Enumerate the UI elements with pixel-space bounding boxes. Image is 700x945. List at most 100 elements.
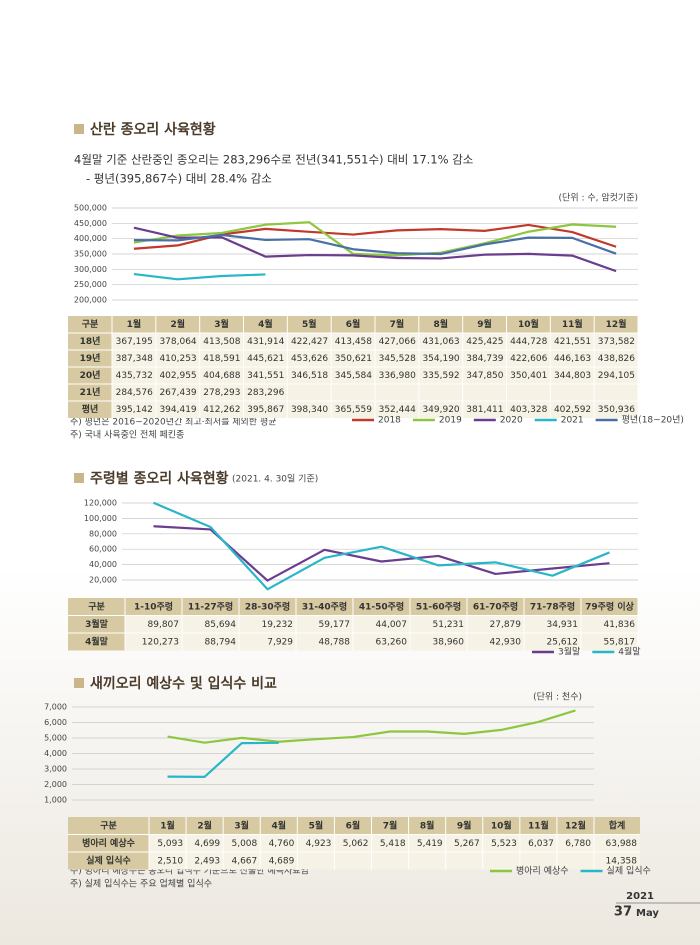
x-tick-label: 11월	[528, 819, 549, 831]
table-cell: 398,340	[291, 405, 328, 415]
y-tick-label: 5,000	[44, 734, 67, 743]
table-cell: 38,960	[433, 637, 465, 647]
table-cell: 4,699	[194, 839, 220, 849]
table-cell: 55,817	[604, 637, 636, 647]
y-tick-label: 2,000	[44, 780, 67, 789]
table-cell: 418,591	[203, 354, 240, 364]
x-tick-label: 12월	[565, 819, 586, 831]
x-tick-label: 8월	[433, 318, 448, 330]
table-cell: 427,066	[379, 337, 416, 347]
table-cell: 435,732	[116, 371, 153, 381]
legend-label: 4월말	[618, 646, 640, 658]
table-cell: 63,260	[376, 637, 408, 647]
x-tick-label: 1월	[127, 318, 142, 330]
table-cell: 34,931	[547, 620, 579, 630]
table-cell: 341,551	[247, 371, 284, 381]
table-cell: 422,606	[510, 354, 547, 364]
table-cell: 394,419	[159, 405, 196, 415]
note: 주) 실제 입식수는 주요 업체별 입식수	[70, 878, 212, 890]
heading-icon	[74, 473, 84, 483]
table-cell: 350,621	[335, 354, 372, 364]
x-tick-label: 2월	[170, 318, 185, 330]
table-cell: 431,914	[247, 337, 284, 347]
table-cell: 453,626	[291, 354, 328, 364]
table-cell: 59,177	[319, 620, 351, 630]
table-header-row	[68, 316, 638, 333]
table-cell: 48,788	[319, 637, 351, 647]
table-cell: 395,142	[116, 405, 153, 415]
series-line	[133, 221, 617, 257]
x-tick-label: 11-27주령	[188, 600, 233, 612]
x-tick-label: 2월	[197, 819, 212, 831]
x-tick-label: 71-78주령	[530, 600, 575, 612]
table-cell: 41,836	[604, 620, 636, 630]
row-label: 실제 입식수	[86, 854, 131, 866]
table-cell: 2,510	[157, 856, 183, 866]
x-tick-label: 6월	[346, 819, 361, 831]
table-cell: 387,348	[116, 354, 153, 364]
legend-label: 2018	[378, 416, 401, 426]
page-number: 37	[614, 905, 632, 920]
row-label: 병아리 예상수	[82, 837, 135, 849]
table-cell: 410,253	[159, 354, 196, 364]
table-cell: 378,064	[159, 337, 196, 347]
table-label-column	[68, 598, 125, 651]
row-label: 3월말	[85, 618, 109, 630]
y-tick-label: 300,000	[74, 265, 107, 274]
heading-icon	[74, 678, 84, 688]
bullet: - 평년(395,867수) 대비 28.4% 감소	[86, 172, 272, 186]
table-cell: 120,273	[142, 637, 179, 647]
table-cell: 445,621	[247, 354, 284, 364]
row-label: 18년	[80, 335, 101, 347]
x-tick-label: 1-10주령	[134, 600, 173, 612]
table-header: 구분	[82, 319, 99, 330]
bullet: 4월말 기준 산란중인 종오리는 283,296수로 전년(341,551수) …	[74, 153, 473, 167]
row-label: 19년	[80, 352, 101, 364]
table-cell: 444,728	[510, 337, 547, 347]
x-tick-label: 41-50주령	[359, 600, 404, 612]
table-cell: 350,936	[598, 405, 635, 415]
table-cell: 6,037	[528, 839, 554, 849]
legend-label: 2020	[500, 416, 523, 426]
x-tick-label: 9월	[477, 318, 492, 330]
table-cell: 25,612	[547, 637, 579, 647]
table-cell: 85,694	[205, 620, 237, 630]
row-label: 4월말	[85, 635, 109, 647]
date: (2021. 4. 30일 기준)	[232, 474, 318, 485]
table-cell: 344,803	[554, 371, 591, 381]
x-tick-label: 10월	[491, 819, 512, 831]
note: 주) 평년은 2016~2020년간 최고·최저를 제외한 평균	[70, 416, 277, 428]
series-line	[133, 233, 617, 256]
table-cell: 381,411	[466, 405, 503, 415]
unit: (단위 : 수, 암컷기준)	[559, 192, 638, 204]
table-header: 구분	[100, 820, 117, 831]
heading-icon	[74, 124, 84, 134]
unit: (단위 : 천수)	[533, 692, 582, 703]
x-tick-label: 1월	[160, 819, 175, 831]
x-tick-label: 79주령 이상	[585, 600, 634, 612]
x-tick-label: 4월	[258, 318, 273, 330]
table-header: 합계	[609, 819, 626, 831]
row-label: 평년	[82, 403, 99, 415]
table-cell: 345,528	[379, 354, 416, 364]
heading: 주령별 종오리 사육현황	[90, 470, 229, 487]
table-cell: 2,493	[194, 856, 220, 866]
table-cell: 438,826	[598, 354, 635, 364]
table-cell: 42,930	[490, 637, 522, 647]
table-cell: 19,232	[262, 620, 294, 630]
y-tick-label: 350,000	[74, 250, 107, 259]
table-cell: 365,559	[335, 405, 372, 415]
table-cell: 267,439	[159, 388, 196, 398]
x-tick-label: 51-60주령	[416, 600, 461, 612]
y-tick-label: 100,000	[84, 514, 117, 523]
y-tick-label: 200,000	[74, 296, 107, 305]
table-cell: 425,425	[466, 337, 503, 347]
table-cell: 403,328	[510, 405, 547, 415]
table-cell: 413,458	[335, 337, 372, 347]
table-cell: 5,093	[157, 839, 183, 849]
x-tick-label: 11월	[562, 318, 583, 330]
table-cell: 44,007	[376, 620, 408, 630]
table-cell: 422,427	[291, 337, 328, 347]
table-cell: 51,231	[433, 620, 465, 630]
x-tick-label: 5월	[309, 819, 324, 831]
